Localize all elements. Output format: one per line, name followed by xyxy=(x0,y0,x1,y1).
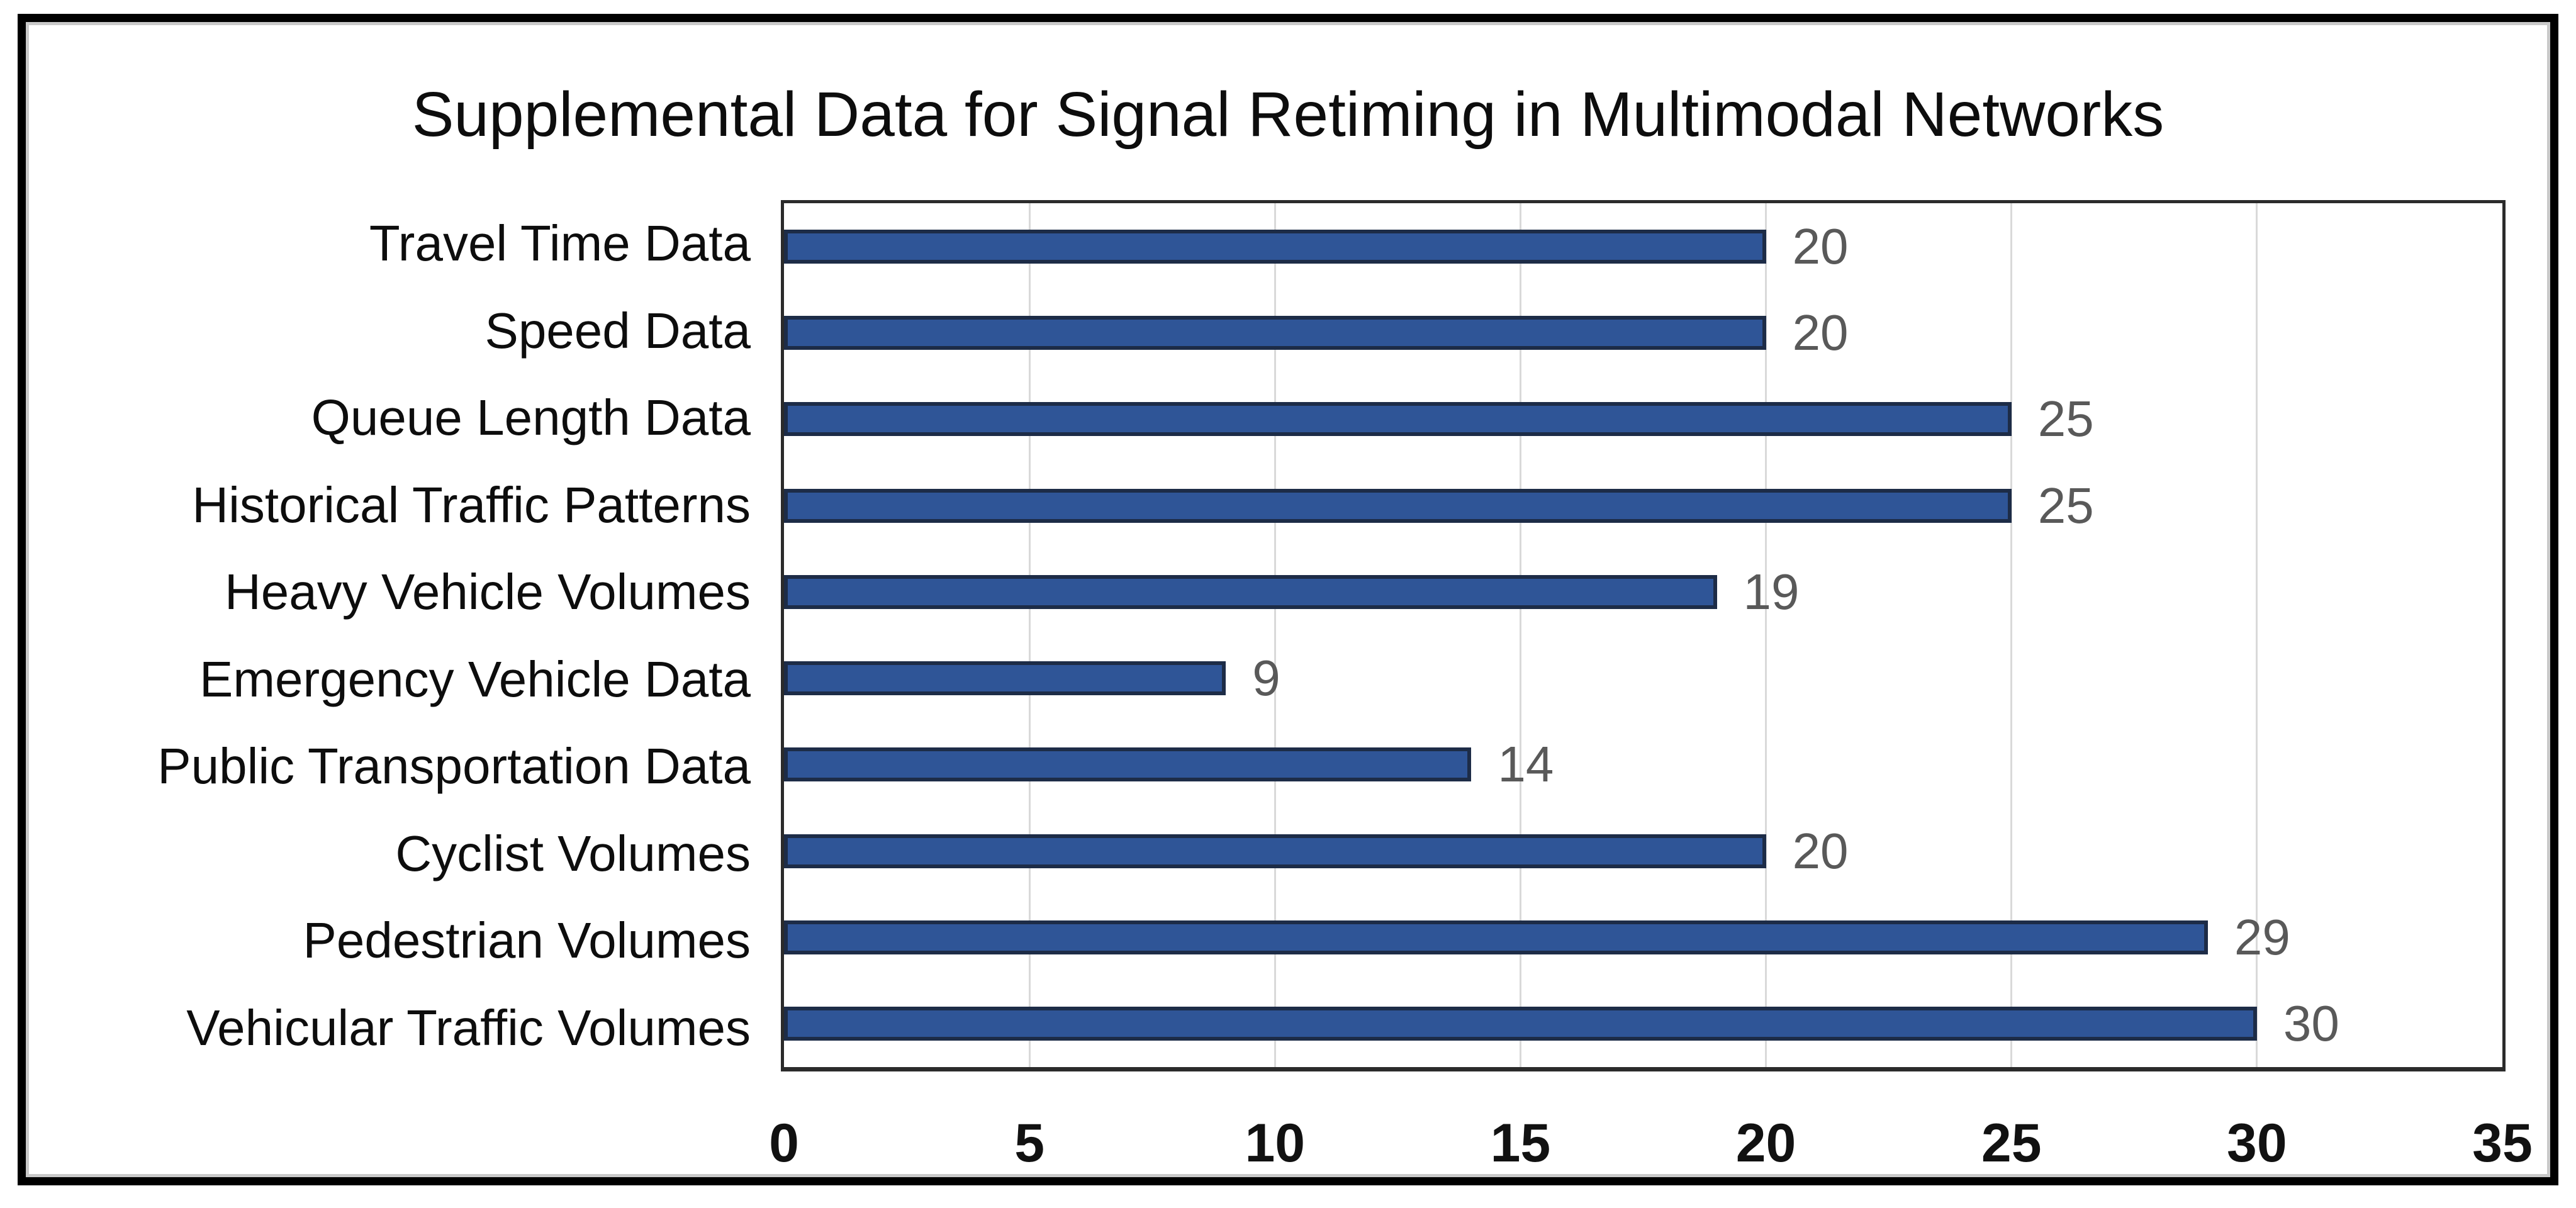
bar xyxy=(784,488,2012,523)
chart-title: Supplemental Data for Signal Retiming in… xyxy=(412,79,2164,150)
bar-row: 20 xyxy=(784,808,2502,894)
x-tick-label: 5 xyxy=(1014,1113,1045,1173)
bar xyxy=(784,661,1226,696)
bar xyxy=(784,834,1766,868)
category-label: Public Transportation Data xyxy=(157,738,751,795)
x-tick-label: 10 xyxy=(1245,1113,1306,1173)
value-label: 25 xyxy=(2037,391,2094,447)
value-label: 19 xyxy=(1743,563,1800,620)
gridline xyxy=(1274,203,1276,1067)
category-label: Historical Traffic Patterns xyxy=(192,476,751,533)
gridline xyxy=(1519,203,1521,1067)
category-label: Speed Data xyxy=(484,302,751,359)
bar-row: 9 xyxy=(784,635,2502,721)
category-label: Pedestrian Volumes xyxy=(303,912,751,969)
x-tick-label: 25 xyxy=(1981,1113,2042,1173)
x-tick-label: 35 xyxy=(2472,1113,2533,1173)
category-label: Travel Time Data xyxy=(369,215,751,272)
x-axis-tick-labels: 0 5 10 15 20 25 30 35 xyxy=(769,1112,2533,1182)
category-label: Cyclist Volumes xyxy=(395,825,751,881)
value-label: 20 xyxy=(1792,304,1849,361)
category-label: Heavy Vehicle Volumes xyxy=(224,564,751,620)
category-label: Vehicular Traffic Volumes xyxy=(186,999,751,1056)
value-label: 20 xyxy=(1792,218,1849,274)
bar-row: 29 xyxy=(784,894,2502,980)
x-tick-label: 30 xyxy=(2227,1113,2287,1173)
figure-border: Supplemental Data for Signal Retiming in… xyxy=(18,14,2558,1185)
gridline xyxy=(1028,203,1031,1067)
value-label: 9 xyxy=(1252,650,1280,707)
category-label: Queue Length Data xyxy=(311,389,751,446)
bar xyxy=(784,1007,2257,1041)
plot-area: 20 20 25 25 19 9 14 20 29 30 xyxy=(781,200,2506,1071)
value-label: 25 xyxy=(2037,477,2094,534)
bar xyxy=(784,229,1766,264)
value-label: 29 xyxy=(2234,909,2290,966)
bar-row: 25 xyxy=(784,462,2502,549)
x-tick-label: 15 xyxy=(1490,1113,1551,1173)
bar-row: 20 xyxy=(784,203,2502,289)
gridline xyxy=(1765,203,1767,1067)
x-tick-label: 20 xyxy=(1735,1113,1796,1173)
value-label: 20 xyxy=(1792,822,1849,879)
bar-rows-layer: 20 20 25 25 19 9 14 20 29 30 xyxy=(784,203,2502,1067)
value-label: 14 xyxy=(1498,736,1554,793)
bar-row: 14 xyxy=(784,722,2502,808)
y-axis-category-labels: Travel Time Data Speed Data Queue Length D… xyxy=(64,200,751,1071)
value-label: 30 xyxy=(2283,995,2339,1052)
bar-row: 25 xyxy=(784,376,2502,462)
bar-row: 30 xyxy=(784,981,2502,1067)
bar-row: 19 xyxy=(784,549,2502,635)
bar xyxy=(784,574,1717,609)
x-tick-label: 0 xyxy=(769,1113,799,1173)
category-label: Emergency Vehicle Data xyxy=(199,651,751,707)
bar xyxy=(784,747,1472,782)
bar-row: 20 xyxy=(784,289,2502,376)
gridline xyxy=(2010,203,2013,1067)
bar xyxy=(784,402,2012,437)
bar xyxy=(784,315,1766,350)
gridline xyxy=(2256,203,2258,1067)
bar xyxy=(784,920,2208,955)
